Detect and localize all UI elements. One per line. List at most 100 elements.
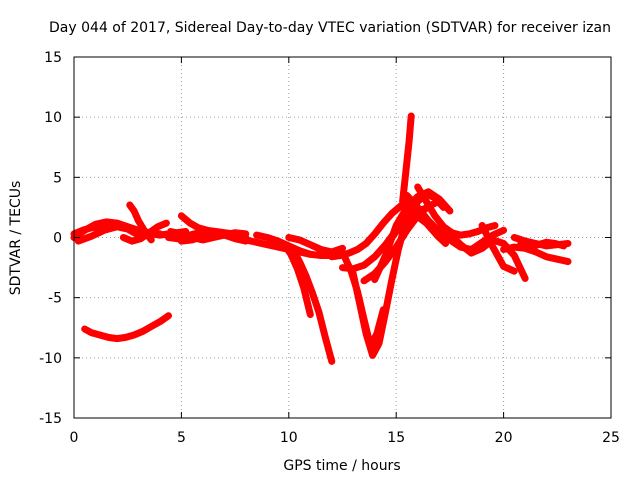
data-point xyxy=(371,230,378,237)
data-point xyxy=(113,335,120,342)
data-point xyxy=(307,251,314,258)
data-point xyxy=(397,203,404,210)
data-point xyxy=(354,246,361,253)
data-point xyxy=(356,300,363,307)
data-point xyxy=(148,323,155,330)
data-point xyxy=(212,228,219,235)
data-point xyxy=(322,334,329,341)
data-point xyxy=(466,230,473,237)
data-point xyxy=(517,240,524,247)
data-point xyxy=(431,212,438,219)
data-point xyxy=(128,238,135,245)
y-tick-label: -15 xyxy=(39,411,62,427)
data-point xyxy=(489,244,496,251)
x-tick-label: 20 xyxy=(495,430,513,446)
data-point xyxy=(287,251,294,258)
data-point xyxy=(414,204,421,211)
data-point xyxy=(363,240,370,247)
data-point xyxy=(195,224,202,231)
data-point xyxy=(156,230,163,237)
series-arc-23 xyxy=(399,112,415,205)
data-point xyxy=(139,328,146,335)
data-point xyxy=(500,246,507,253)
data-point xyxy=(120,234,127,241)
tick-layer: 0 5 10 15 20 25 -15 -10 -5 0 5 10 15 xyxy=(39,50,620,446)
data-point xyxy=(345,250,352,257)
data-point xyxy=(339,264,346,271)
data-point xyxy=(382,309,389,316)
data-point xyxy=(403,216,410,223)
data-point xyxy=(423,198,430,205)
data-point xyxy=(534,241,541,248)
data-point xyxy=(388,276,395,283)
data-point xyxy=(124,226,131,233)
data-point xyxy=(403,227,410,234)
y-tick-label: -10 xyxy=(39,351,62,367)
data-point xyxy=(442,240,449,247)
data-point xyxy=(300,285,307,292)
x-tick-label: 10 xyxy=(280,430,298,446)
data-point xyxy=(479,222,486,229)
data-point xyxy=(163,220,170,227)
data-point xyxy=(75,238,82,245)
data-point xyxy=(369,352,376,359)
data-point xyxy=(137,235,144,242)
data-point xyxy=(165,234,172,241)
data-point xyxy=(388,210,395,217)
y-tick-label: 5 xyxy=(53,170,62,186)
data-point xyxy=(154,223,161,230)
data-point xyxy=(436,228,443,235)
data-point xyxy=(388,234,395,241)
data-point xyxy=(253,232,260,239)
data-point xyxy=(403,204,410,211)
y-tick-label: 10 xyxy=(44,110,62,126)
data-point xyxy=(403,192,410,199)
y-axis-label: SDTVAR / TECUs xyxy=(8,181,24,296)
data-point xyxy=(296,236,303,243)
data-point xyxy=(253,239,260,246)
data-point xyxy=(221,229,228,236)
data-point xyxy=(81,325,88,332)
data-point xyxy=(264,234,271,241)
data-point xyxy=(431,194,438,201)
series-arc-28 xyxy=(478,222,518,275)
data-point xyxy=(307,311,314,318)
x-tick-label: 25 xyxy=(602,430,620,446)
data-point xyxy=(474,228,481,235)
data-point xyxy=(565,258,572,265)
data-point xyxy=(410,212,417,219)
data-point xyxy=(318,252,325,259)
data-point xyxy=(492,222,499,229)
data-point xyxy=(101,227,108,234)
data-point xyxy=(560,242,567,249)
data-point xyxy=(309,289,316,296)
data-point xyxy=(468,250,475,257)
data-point xyxy=(275,238,282,245)
data-point xyxy=(526,245,533,252)
series-arc-3 xyxy=(74,223,142,245)
data-point xyxy=(285,234,292,241)
data-point xyxy=(156,318,163,325)
data-point xyxy=(543,253,550,260)
series-layer xyxy=(70,112,572,365)
data-point xyxy=(229,230,236,237)
data-point xyxy=(103,218,110,225)
data-point xyxy=(199,233,206,240)
data-point xyxy=(479,245,486,252)
data-point xyxy=(88,233,95,240)
data-point xyxy=(406,138,413,145)
data-point xyxy=(376,340,383,347)
data-point xyxy=(307,241,314,248)
data-point xyxy=(113,223,120,230)
data-point xyxy=(402,168,409,175)
data-point xyxy=(371,253,378,260)
y-tick-label: 0 xyxy=(53,231,62,247)
data-point xyxy=(186,220,193,227)
data-point xyxy=(425,217,432,224)
data-point xyxy=(131,331,138,338)
data-point xyxy=(339,245,346,252)
data-point xyxy=(360,262,367,269)
data-point xyxy=(511,268,518,275)
x-tick-label: 0 xyxy=(70,430,79,446)
